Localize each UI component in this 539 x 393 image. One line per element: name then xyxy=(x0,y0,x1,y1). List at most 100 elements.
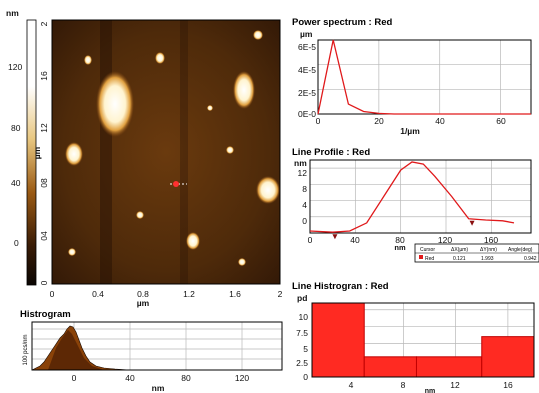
cursor-table-cell: 0.942 xyxy=(524,256,537,262)
afm-grain xyxy=(226,146,234,154)
afm-dark-streak xyxy=(180,20,188,284)
line-profile-ylabel: nm xyxy=(294,158,307,168)
line-histogram-x-tick: 12 xyxy=(450,380,460,390)
line-histogram-title: Line Histrogran : Red xyxy=(292,281,389,292)
cursor-table-cell: 1.993 xyxy=(481,256,494,262)
line-histogram-frame xyxy=(311,302,535,378)
afm-frame xyxy=(51,19,281,285)
line-profile-title: Line Profile : Red xyxy=(292,147,370,158)
power-spectrum-y-ticks: 6E-5 4E-5 2E-5 0E-0 xyxy=(298,42,316,119)
power-spectrum-series-line xyxy=(317,39,531,115)
afm-grain xyxy=(253,30,263,40)
afm-grain xyxy=(65,142,83,166)
histogram-left-distribution-shade xyxy=(48,330,104,370)
line-histogram-y-tick: 10 xyxy=(299,312,309,322)
line-profile-x-tick: 0 xyxy=(308,235,313,245)
afm-x-tick: 0.4 xyxy=(92,289,104,299)
afm-y-tick: 12 xyxy=(39,123,49,133)
power-spectrum-y-tick: 0E-0 xyxy=(298,109,316,119)
histogram-left-x-tick: 40 xyxy=(125,373,135,383)
afm-image xyxy=(51,19,281,285)
afm-grain xyxy=(256,176,280,204)
cursor-table-header: Cursor xyxy=(420,247,435,253)
afm-x-axis: 0 0.4 0.8 1.2 1.6 2 µm xyxy=(50,289,283,308)
afm-y-tick: 16 xyxy=(39,71,49,81)
colorbar-tick: 80 xyxy=(11,123,21,133)
afm-grain xyxy=(84,55,92,65)
afm-grain xyxy=(238,258,246,266)
afm-y-tick: 2 xyxy=(39,21,49,26)
line-profile-y-ticks: 12 8 4 0 xyxy=(298,168,308,226)
histogram-left-x-tick: 80 xyxy=(181,373,191,383)
line-histogram-bar xyxy=(415,356,483,378)
line-profile-frame xyxy=(309,159,532,234)
line-histogram-y-tick: 2.5 xyxy=(296,358,308,368)
afm-x-unit: µm xyxy=(137,298,150,308)
line-histogram-chart: Line Histrogran : Red pd 10 7.5 5 2.5 0 … xyxy=(292,281,535,393)
cursor-table-header: ΔX(µm) xyxy=(451,247,468,253)
afm-grain xyxy=(68,248,76,256)
histogram-left-x-unit: nm xyxy=(152,383,165,393)
afm-y-unit: µm xyxy=(32,146,42,159)
cursor-table-cell: 0.121 xyxy=(453,256,466,262)
line-histogram-x-tick: 4 xyxy=(349,380,354,390)
line-profile-y-tick: 0 xyxy=(302,216,307,226)
power-spectrum-xlabel: 1/µm xyxy=(400,126,420,136)
colorbar-gradient xyxy=(26,19,37,286)
line-histogram-bar xyxy=(311,302,365,378)
power-spectrum-x-tick: 0 xyxy=(316,116,321,126)
afm-x-tick: 1.2 xyxy=(183,289,195,299)
histogram-left-frame xyxy=(31,321,283,371)
cursor-table-header: ΔY(nm) xyxy=(480,247,497,253)
line-histogram-y-tick: 7.5 xyxy=(296,328,308,338)
afm-y-tick: 08 xyxy=(39,178,49,188)
line-profile-x-tick: 120 xyxy=(438,235,452,245)
afm-grain-large xyxy=(96,71,134,137)
line-histogram-y-tick: 5 xyxy=(303,344,308,354)
line-histogram-x-ticks: 4 8 12 16 xyxy=(349,380,513,390)
line-profile-grid xyxy=(310,160,531,233)
power-spectrum-y-tick: 4E-5 xyxy=(298,65,316,75)
afm-grain xyxy=(136,211,144,219)
afm-x-tick: 0 xyxy=(50,289,55,299)
colorbar: nm 120 80 40 0 xyxy=(6,8,37,286)
afm-x-tick: 0.8 xyxy=(137,289,149,299)
afm-x-tick: 1.6 xyxy=(229,289,241,299)
cursor-swatch xyxy=(419,255,423,259)
colorbar-tick: 120 xyxy=(8,62,22,72)
profile-cursor xyxy=(173,181,179,187)
afm-x-tick: 2 xyxy=(278,289,283,299)
line-histogram-ylabel: pd xyxy=(297,293,307,303)
power-spectrum-grid xyxy=(318,39,531,114)
line-histogram-y-ticks: 10 7.5 5 2.5 0 xyxy=(296,312,308,382)
line-profile-xlabel: nm xyxy=(394,243,406,252)
afm-grain xyxy=(233,71,255,109)
power-spectrum-x-tick: 20 xyxy=(374,116,384,126)
line-histogram-y-tick: 0 xyxy=(303,372,308,382)
power-spectrum-title: Power spectrum : Red xyxy=(292,17,392,28)
line-histogram-x-tick: 8 xyxy=(401,380,406,390)
line-histogram-bar xyxy=(481,336,535,378)
line-profile-x-tick: 40 xyxy=(350,235,360,245)
line-histogram-bar xyxy=(363,356,417,378)
line-profile-cursor-marker xyxy=(332,234,338,240)
afm-grain xyxy=(186,232,200,250)
line-profile-cursors xyxy=(332,220,475,240)
histogram-left: Histrogram 100 pcs/nm 0 40 80 120 nm xyxy=(20,309,283,393)
colorbar-unit: nm xyxy=(6,8,19,18)
power-spectrum-x-ticks: 0 20 40 60 xyxy=(316,116,506,126)
line-profile-x-tick: 80 xyxy=(395,235,405,245)
afm-grain xyxy=(207,105,213,111)
line-profile-x-ticks: 0 40 80 120 160 xyxy=(308,235,499,245)
histogram-left-x-tick: 120 xyxy=(235,373,249,383)
power-spectrum-x-tick: 60 xyxy=(496,116,506,126)
cursor-table-cell: Red xyxy=(425,256,434,262)
afm-y-axis: 2 16 12 08 04 0 µm xyxy=(32,21,49,285)
line-profile-series-line xyxy=(309,161,515,233)
histogram-left-title: Histrogram xyxy=(20,309,71,320)
colorbar-tick: 0 xyxy=(14,238,19,248)
power-spectrum-chart: Power spectrum : Red µm 6E-5 4E-5 2E-5 0… xyxy=(292,17,532,136)
line-profile-y-tick: 12 xyxy=(298,168,308,178)
cursor-table-header: Angle(deg) xyxy=(508,247,533,253)
colorbar-tick: 40 xyxy=(11,178,21,188)
